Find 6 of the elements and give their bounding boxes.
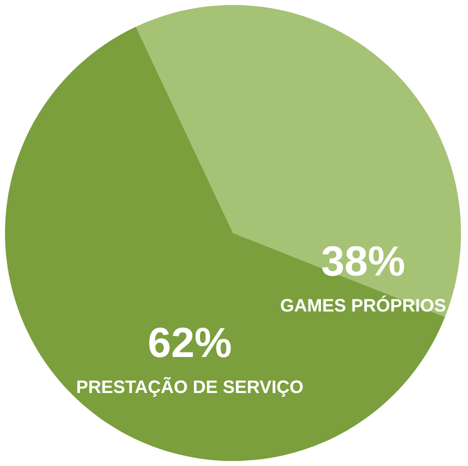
data-label: 38% — [321, 238, 406, 285]
pie-slice — [5, 26, 446, 461]
data-label: 62% — [148, 319, 232, 366]
slice-label: GAMES PRÓPRIOS — [280, 296, 446, 316]
slice-label: PRESTAÇÃO DE SERVIÇO — [76, 376, 304, 398]
pie-slice — [136, 5, 461, 317]
